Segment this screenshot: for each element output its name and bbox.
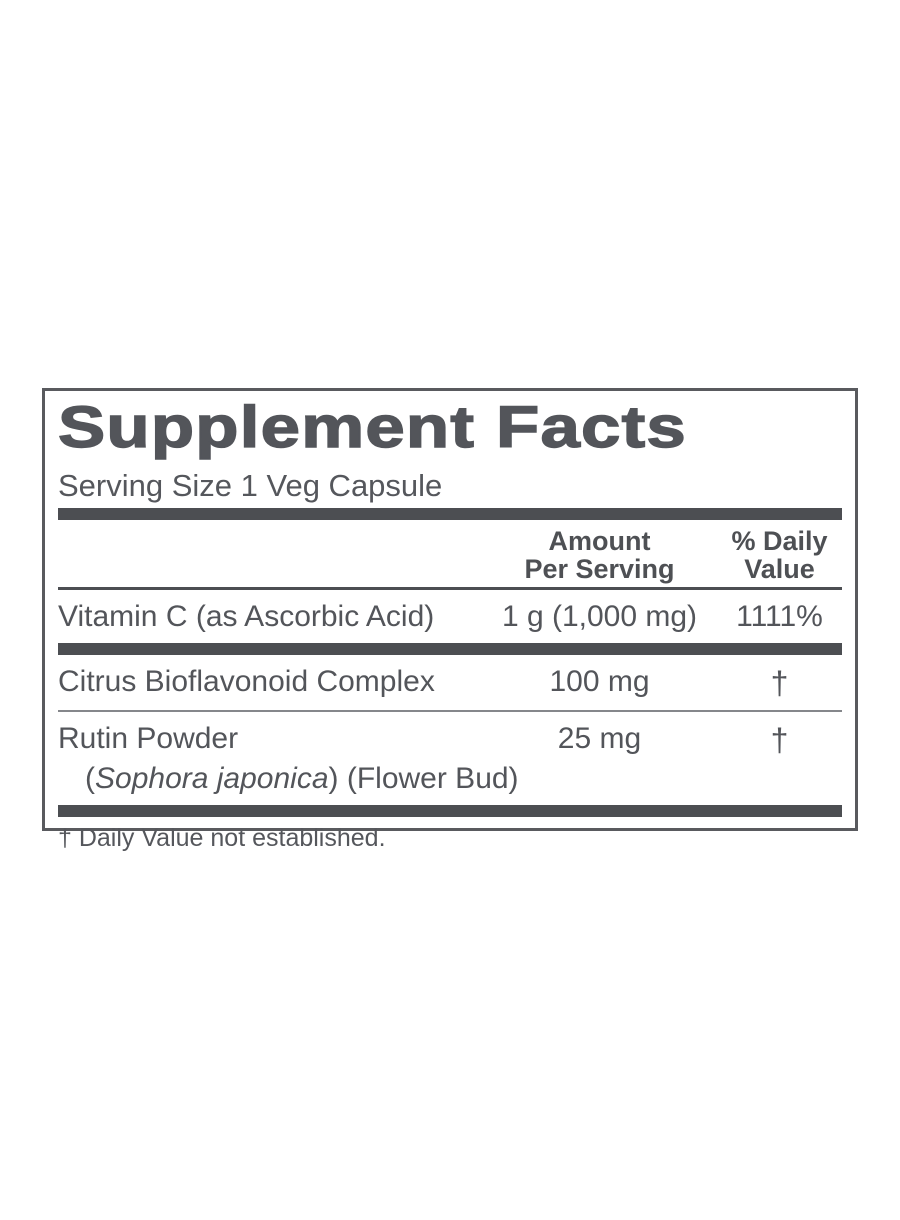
ingredient-name: Vitamin C (as Ascorbic Acid) — [58, 600, 435, 634]
divider-bar-middle — [58, 643, 842, 656]
header-percent-daily-value: % Daily Value — [717, 527, 842, 583]
botanical-rest: ) (Flower Bud) — [328, 762, 519, 796]
ingredient-amount: 25 mg — [557, 722, 642, 756]
column-header-row: Amount Per Serving % Daily Value — [58, 527, 842, 591]
ingredient-daily-value: 1111% — [736, 600, 823, 634]
ingredient-amount: 100 mg — [549, 665, 650, 699]
ingredient-row-vitamin-c: Vitamin C (as Ascorbic Acid) 1 g (1,000 … — [58, 590, 842, 643]
ingredient-row-rutin-powder: Rutin Powder (Sophora japonica) (Flower … — [58, 712, 842, 805]
header-daily-line2: Value — [744, 554, 815, 585]
header-amount-per-serving: Amount Per Serving — [482, 527, 717, 583]
ingredient-name: Rutin Powder (Sophora japonica) (Flower … — [58, 722, 519, 796]
ingredient-name: Citrus Bioflavonoid Complex — [58, 665, 435, 699]
ingredient-daily-value: † — [770, 722, 789, 759]
daily-value-footnote: † Daily Value not established. — [58, 824, 386, 853]
ingredient-name-main: Rutin Powder — [58, 722, 239, 756]
header-amount-line2: Per Serving — [524, 554, 675, 585]
ingredient-amount: 1 g (1,000 mg) — [501, 600, 698, 634]
serving-size-text: Serving Size 1 Veg Capsule — [58, 468, 443, 503]
ingredient-name-botanical: (Sophora japonica) (Flower Bud) — [58, 762, 519, 796]
divider-bar-top — [58, 508, 842, 520]
header-daily-line1: % Daily — [731, 526, 828, 556]
ingredient-row-citrus-bioflavonoid: Citrus Bioflavonoid Complex 100 mg † — [58, 655, 842, 713]
supplement-facts-panel: Supplement Facts Serving Size 1 Veg Caps… — [42, 388, 858, 851]
divider-bar-bottom — [58, 805, 842, 818]
header-amount-line1: Amount — [548, 526, 651, 556]
botanical-latin-name: Sophora japonica — [95, 762, 329, 796]
botanical-open-paren: ( — [85, 762, 95, 796]
ingredient-daily-value: † — [770, 665, 789, 702]
panel-title: Supplement Facts — [57, 395, 687, 460]
